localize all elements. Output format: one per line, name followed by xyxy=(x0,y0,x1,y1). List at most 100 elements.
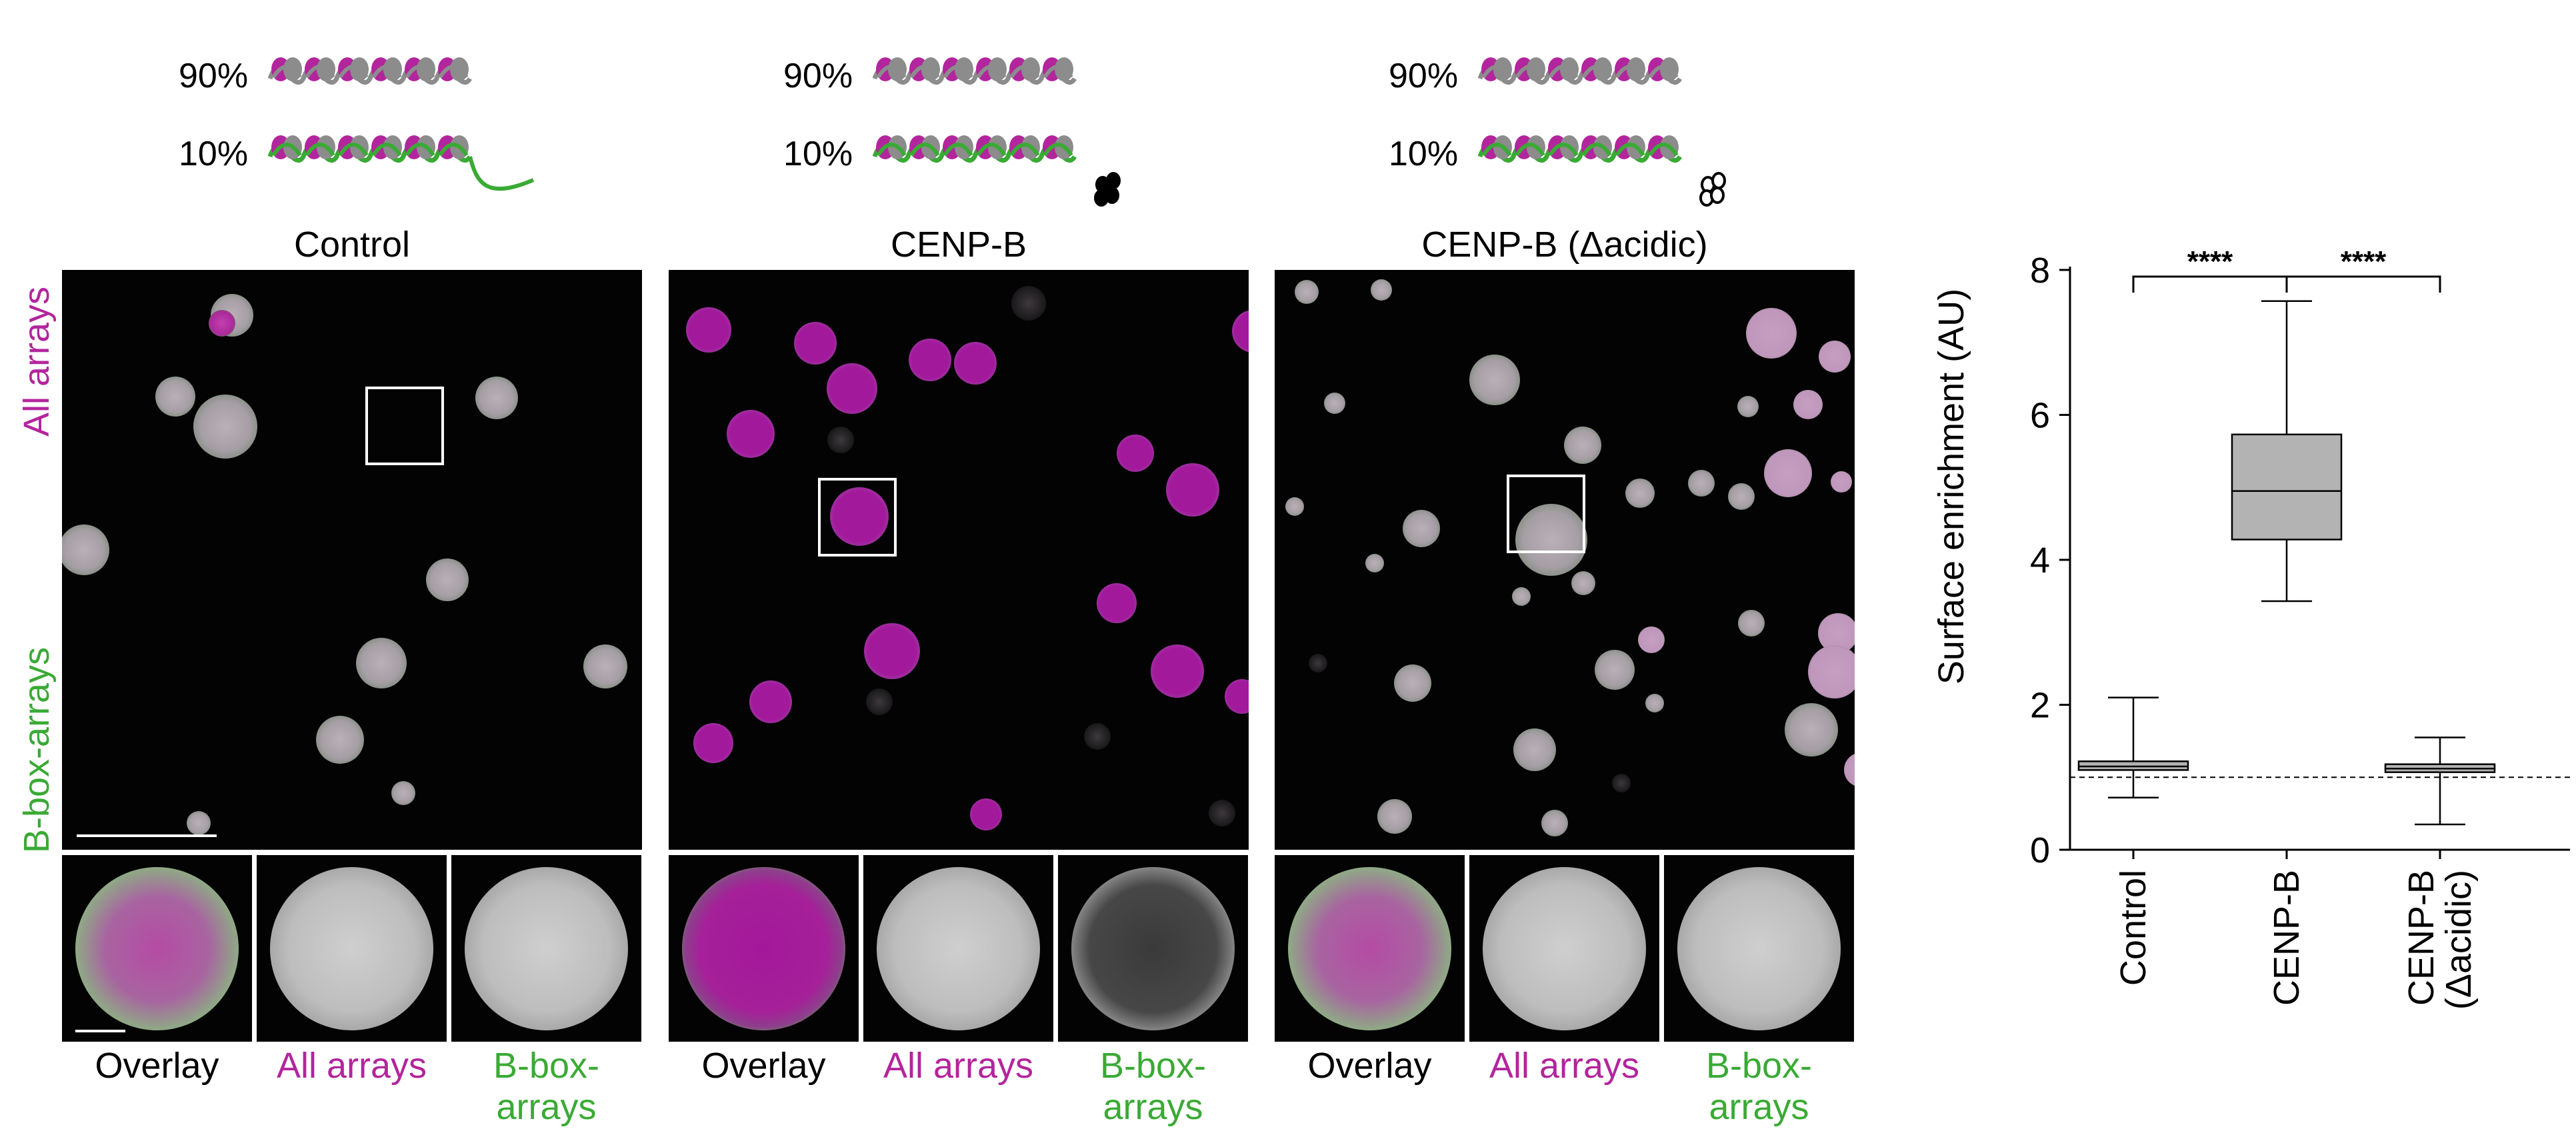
condensate-droplet xyxy=(1793,390,1823,419)
percent-label-top: 90% xyxy=(783,57,853,95)
condensate-droplet xyxy=(1371,279,1392,301)
x-tick-label: (Δacidic) xyxy=(2439,870,2479,1010)
condensate-droplet xyxy=(356,638,407,688)
condensate-droplet xyxy=(316,716,364,764)
condensate-droplet xyxy=(187,811,211,835)
condensate-droplet xyxy=(1324,393,1345,414)
condensate-droplet xyxy=(1785,703,1838,756)
condensate-droplet xyxy=(866,688,893,715)
y-tick-label: 6 xyxy=(2030,396,2050,436)
schematic-array-all-1 xyxy=(872,57,1077,85)
condensate-droplet xyxy=(209,310,235,337)
condensate-droplet-zoom xyxy=(877,867,1040,1030)
condensate-droplet-zoom xyxy=(1483,867,1646,1030)
condensate-droplet xyxy=(686,307,731,353)
y-tick-label: 2 xyxy=(2030,686,2050,726)
y-tick-label: 4 xyxy=(2030,541,2050,580)
condensate-droplet xyxy=(909,339,951,381)
condensate-droplet xyxy=(1612,774,1631,792)
inset-label-all-arrays: All arrays xyxy=(276,1046,427,1086)
x-tick-label: CENP-B xyxy=(2401,870,2441,1006)
micrograph-control xyxy=(62,270,642,850)
condensate-droplet xyxy=(827,363,877,414)
y-tick-label: 0 xyxy=(2030,830,2050,870)
zoom-region-box xyxy=(818,478,897,557)
condensate-droplet xyxy=(1011,286,1046,321)
inset-all-arrays xyxy=(1469,855,1659,1042)
condensate-droplet-zoom xyxy=(1071,867,1235,1030)
condensate-droplet-zoom xyxy=(465,867,628,1030)
panel-title-dacidic: CENP-B (Δacidic) xyxy=(1421,225,1708,265)
schematic-array-all-0 xyxy=(267,57,472,85)
micrograph-cenpb xyxy=(669,270,1249,850)
inset-overlay xyxy=(62,855,252,1042)
inset-bbox-arrays xyxy=(1058,855,1248,1042)
y-tick-label: 8 xyxy=(2030,251,2050,291)
inset-all-arrays xyxy=(257,855,447,1042)
schematic-array-bbox-1 xyxy=(872,135,1121,207)
side-label-all-arrays: All arrays xyxy=(17,286,57,437)
percent-label-top: 90% xyxy=(179,57,249,95)
inset-bbox-arrays xyxy=(1664,855,1854,1042)
condensate-droplet xyxy=(1541,810,1568,836)
percent-label-bottom: 10% xyxy=(783,135,853,173)
significance-bracket xyxy=(2285,275,2441,293)
inset-label-bbox-arrays: B-box-arrays xyxy=(1705,1046,1813,1128)
condensate-droplet xyxy=(830,487,889,546)
condensate-droplet xyxy=(583,644,627,688)
inset-overlay xyxy=(669,855,859,1042)
condensate-droplet xyxy=(1564,427,1601,464)
condensate-droplet xyxy=(1084,723,1111,750)
condensate-droplet xyxy=(1746,308,1797,359)
inset-overlay xyxy=(1275,855,1465,1042)
condensate-droplet xyxy=(1831,471,1852,493)
condensate-droplet xyxy=(1225,679,1249,714)
condensate-droplet xyxy=(1097,583,1137,623)
inset-label-all-arrays: All arrays xyxy=(1489,1046,1640,1086)
inset-label-bbox-arrays: B-box-arrays xyxy=(1099,1046,1207,1128)
condensate-droplet xyxy=(693,723,733,763)
condensate-droplet xyxy=(1309,654,1327,672)
panel-title-cenpb: CENP-B xyxy=(890,225,1027,265)
condensate-droplet xyxy=(1688,470,1715,497)
zoom-region-box xyxy=(365,387,444,465)
condensate-droplet xyxy=(970,798,1002,830)
condensate-droplet xyxy=(827,427,854,453)
condensate-droplet-zoom xyxy=(75,867,239,1030)
condensate-droplet xyxy=(1394,664,1431,702)
condensate-droplet xyxy=(1737,396,1759,417)
condensate-droplet xyxy=(155,377,195,417)
condensate-droplet xyxy=(1645,694,1664,712)
panel-title-control: Control xyxy=(293,225,411,265)
box-1 xyxy=(2231,433,2343,541)
condensate-droplet xyxy=(1117,435,1154,472)
condensate-droplet xyxy=(954,342,997,385)
condensate-droplet-zoom xyxy=(682,867,845,1030)
condensate-droplet xyxy=(1844,752,1855,787)
x-tick-label: CENP-B xyxy=(2267,870,2307,1006)
surface-enrichment-boxplot: Surface enrichment (AU) 0 2 4 6 8 Control CENP… xyxy=(1931,245,2570,1010)
condensate-droplet xyxy=(1638,626,1665,653)
inset-label-overlay: Overlay xyxy=(95,1046,219,1086)
condensate-droplet xyxy=(1513,728,1556,771)
condensate-droplet xyxy=(1403,510,1440,547)
y-axis-label: Surface enrichment (AU) xyxy=(1931,289,1971,684)
condensate-droplet xyxy=(1728,483,1755,510)
micrograph-dacidic xyxy=(1275,270,1855,850)
schematic-array-all-2 xyxy=(1477,57,1682,85)
condensate-droplet xyxy=(62,525,109,575)
condensate-droplet xyxy=(1738,610,1765,636)
condensate-droplet xyxy=(1819,341,1851,373)
schematic-array-bbox-2 xyxy=(1477,135,1726,207)
condensate-droplet xyxy=(1764,449,1812,497)
schematic-array-bbox-0 xyxy=(267,135,535,191)
x-tick-label: Control xyxy=(2113,870,2153,986)
scale-bar xyxy=(77,834,217,837)
inset-label-bbox-arrays: B-box-arrays xyxy=(493,1046,600,1128)
inset-all-arrays xyxy=(863,855,1053,1042)
condensate-droplet xyxy=(1515,504,1587,576)
condensate-droplet xyxy=(1595,650,1635,690)
condensate-droplet-zoom xyxy=(1677,867,1841,1030)
percent-label-bottom: 10% xyxy=(179,135,249,173)
condensate-droplet xyxy=(864,623,920,679)
